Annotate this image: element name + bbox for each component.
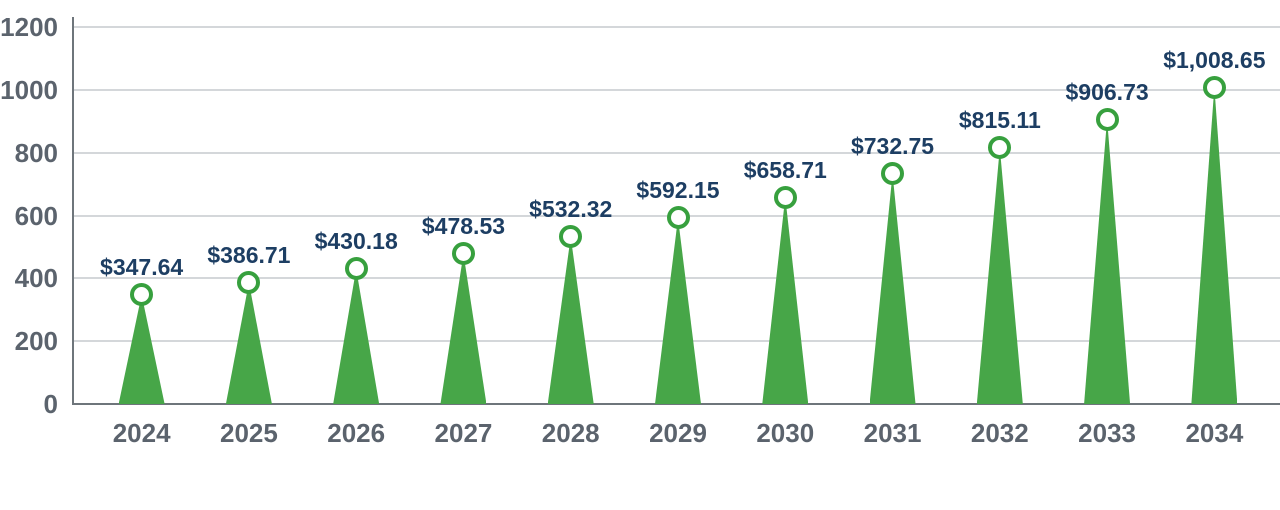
- x-tick-label: 2026: [327, 418, 386, 448]
- cone-bar: [547, 236, 594, 404]
- value-label: $478.53: [421, 213, 506, 240]
- x-tick-label: 2031: [863, 418, 922, 448]
- y-tick-label: 200: [14, 326, 58, 356]
- x-tick-label: 2027: [434, 418, 493, 448]
- value-label: $658.71: [743, 156, 827, 183]
- y-tick-label: 400: [14, 263, 58, 293]
- y-tick-label: 800: [14, 138, 58, 168]
- x-tick-label: 2024: [112, 418, 171, 448]
- data-point-marker: [451, 242, 475, 266]
- cone-bar: [333, 268, 380, 404]
- y-tick-label: 600: [14, 201, 58, 231]
- cone-bar: [655, 217, 701, 404]
- cone-bar: [976, 147, 1023, 404]
- cone-bar: [225, 282, 272, 404]
- x-tick-label: 2029: [649, 418, 707, 448]
- data-point-marker: [881, 162, 905, 186]
- cone-bar: [118, 294, 165, 404]
- x-axis-line: [72, 403, 1280, 405]
- data-point-marker: [773, 185, 797, 209]
- x-tick-label: 2034: [1185, 418, 1244, 448]
- y-tick-label: 1000: [0, 75, 58, 105]
- data-point-marker: [1095, 107, 1119, 131]
- x-tick-label: 2033: [1078, 418, 1136, 448]
- data-point-marker: [344, 257, 368, 281]
- x-tick-label: 2030: [756, 418, 815, 448]
- value-label: $430.18: [314, 228, 398, 255]
- value-label: $592.15: [636, 177, 720, 204]
- value-label: $815.11: [958, 107, 1041, 134]
- gridline: [72, 89, 1280, 91]
- value-label: $1,008.65: [1163, 46, 1266, 73]
- value-label: $532.32: [529, 196, 613, 223]
- x-tick-label: 2025: [219, 418, 278, 448]
- y-tick-label: 0: [43, 389, 58, 419]
- y-axis-line: [72, 17, 74, 404]
- value-label: $386.71: [207, 242, 291, 268]
- value-label: $732.75: [850, 133, 935, 160]
- data-point-marker: [130, 283, 154, 307]
- cone-bar: [869, 173, 916, 404]
- gridline: [72, 26, 1280, 28]
- data-point-marker: [237, 271, 261, 294]
- value-label: $906.73: [1065, 78, 1149, 105]
- cone-bar: [1084, 119, 1131, 404]
- data-point-marker: [559, 225, 583, 249]
- x-tick-label: 2028: [541, 418, 600, 448]
- data-point-marker: [666, 206, 690, 230]
- data-point-marker: [988, 136, 1012, 160]
- data-point-marker: [1202, 75, 1226, 99]
- value-label: $347.64: [100, 254, 184, 281]
- cone-bar: [762, 197, 809, 404]
- y-tick-label: 1200: [0, 12, 58, 42]
- gridline: [72, 152, 1280, 154]
- cone-bar: [1191, 87, 1238, 404]
- x-tick-label: 2032: [970, 418, 1029, 448]
